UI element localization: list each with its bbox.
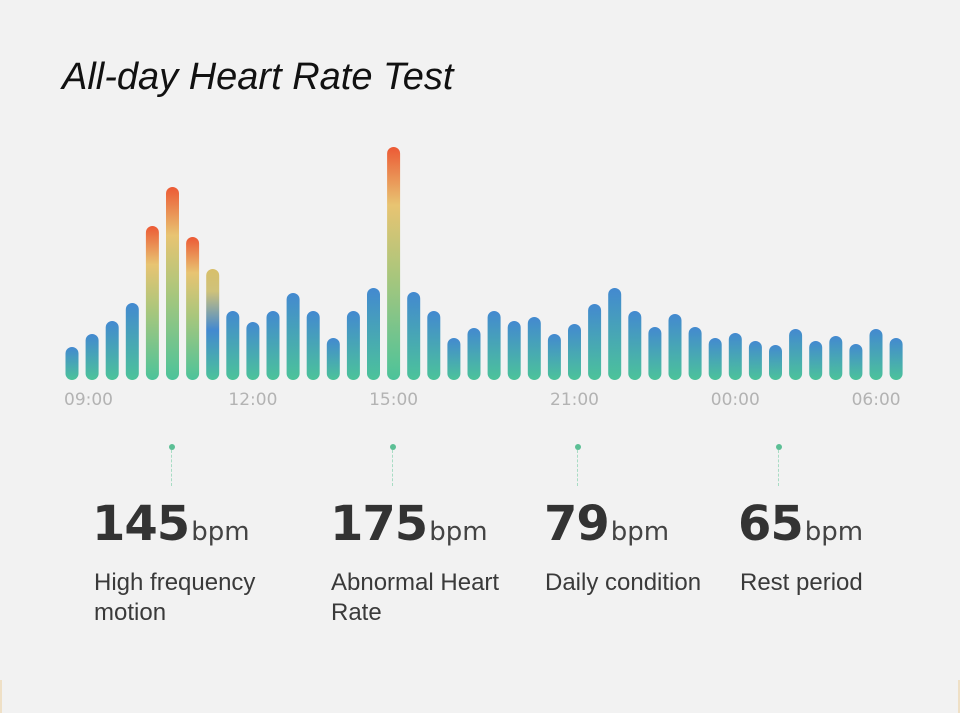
x-axis-ticks: 09:00 12:00 15:00 21:00 00:00 06:00 [64,390,901,410]
heart-rate-bar-chart: 09:00 12:00 15:00 21:00 00:00 06:00 [64,147,903,410]
bar-33 [728,333,742,380]
bar-23 [527,317,541,380]
bar-21 [487,311,501,380]
bar-24 [547,334,561,380]
bar-38 [829,336,843,380]
bar-31 [688,327,702,380]
pin-line [577,450,578,486]
bar-27 [608,288,622,380]
stat-label: Rest period [740,569,863,596]
x-tick-label: 09:00 [64,390,113,410]
bar-15 [367,288,380,380]
stat-value: 79bpm [544,496,669,552]
bar-19 [447,338,461,380]
bar-30 [668,314,682,380]
bar-13 [326,338,340,380]
bar-20 [467,328,481,380]
bar-7 [206,269,220,380]
bar-4 [145,226,159,380]
stat-number: 65 [738,496,804,552]
bar-34 [748,341,762,380]
bar-40 [869,329,883,380]
stat-unit: bpm [610,517,670,547]
stat-unit: bpm [804,517,864,547]
stat-unit: bpm [191,517,250,547]
bar-3 [125,303,139,380]
bar-41 [889,338,903,380]
x-tick-label: 15:00 [369,390,418,410]
bar-11 [286,293,300,380]
stat-number: 145 [92,496,190,552]
bar-17 [407,292,421,380]
bar-35 [769,345,782,380]
bar-16 [387,147,401,380]
bar-10 [266,311,280,380]
bar-28 [628,311,642,380]
bars-group [65,147,903,380]
bar-5 [166,187,179,380]
pin-line [392,450,393,486]
pin-dot-icon [169,444,175,450]
bar-25 [568,324,581,380]
pin-line [778,450,779,486]
bar-1 [85,334,99,380]
bar-26 [588,304,602,380]
bar-12 [306,311,320,380]
stat-label: Abnormal Heart Rate [331,569,500,626]
bar-37 [809,341,823,380]
page-title: All-day Heart Rate Test [62,56,454,98]
pin-line [171,450,172,486]
stat-unit: bpm [429,517,488,547]
bar-9 [246,322,260,380]
stat-value: 175bpm [330,496,488,552]
bar-2 [105,321,119,380]
frame-edge-left [0,680,2,713]
stat-label: High frequency motion [94,569,256,626]
stat-number: 175 [330,496,428,552]
pin-dot-icon [776,444,782,450]
bar-14 [346,311,360,380]
bar-6 [186,237,200,380]
stat-label: Daily condition [545,569,702,596]
pin-dot-icon [575,444,581,450]
x-tick-label: 06:00 [852,390,901,410]
pin-dot-icon [390,444,396,450]
bar-32 [708,338,722,380]
bar-22 [507,321,521,380]
bar-8 [226,311,240,380]
stat-value: 65bpm [738,496,863,552]
frame-edge-right [958,680,960,713]
bar-0 [65,347,79,380]
stat-value: 145bpm [92,496,250,552]
bar-39 [849,344,863,380]
x-tick-label: 00:00 [711,390,760,410]
stat-number: 79 [544,496,610,552]
bar-36 [789,329,803,380]
x-tick-label: 21:00 [550,390,599,410]
bar-29 [648,327,662,380]
x-tick-label: 12:00 [228,390,277,410]
bar-18 [427,311,441,380]
